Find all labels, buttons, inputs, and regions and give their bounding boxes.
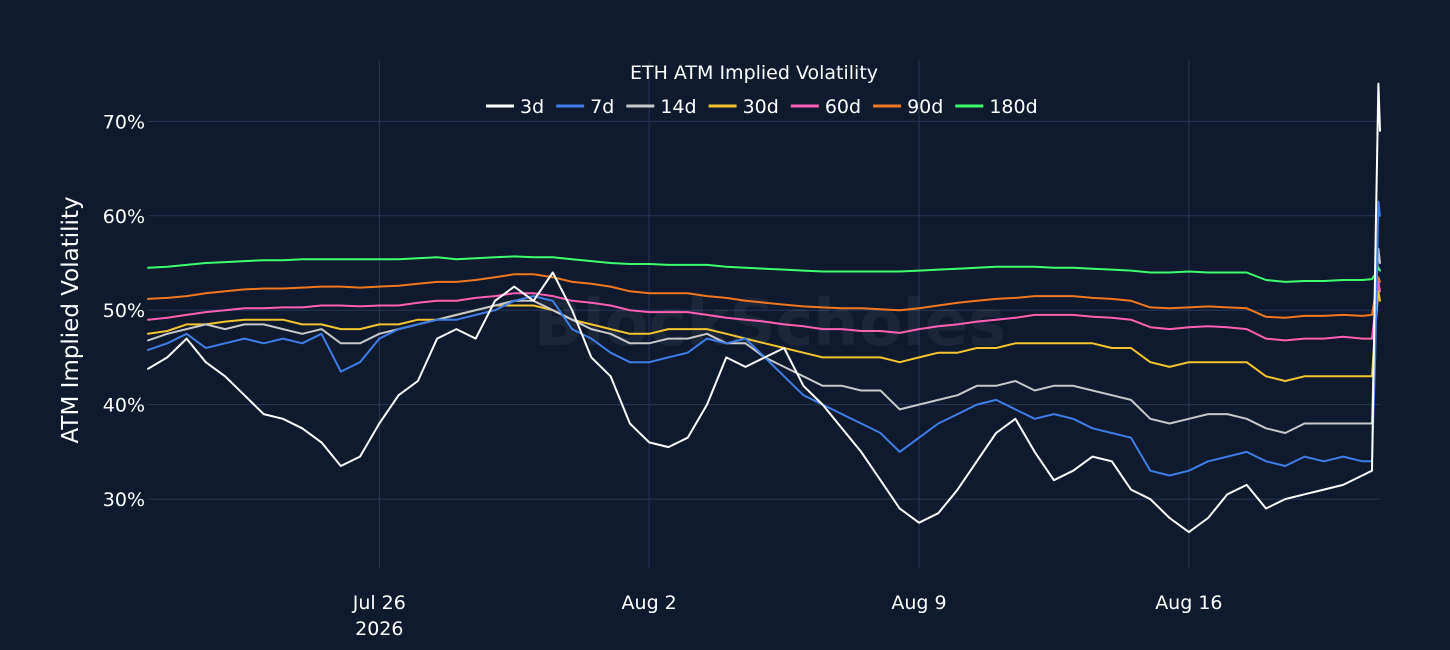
x-axis-ticks: Jul 26 2026 Aug 2 Aug 9 Aug 16 bbox=[352, 592, 1223, 640]
y-tick-label: 60% bbox=[103, 206, 145, 228]
x-tick-label: Jul 26 bbox=[352, 592, 406, 614]
legend-item-7d[interactable]: 7d bbox=[556, 96, 614, 118]
y-tick-label: 50% bbox=[103, 300, 145, 322]
y-axis-ticks: 30% 40% 50% 60% 70% bbox=[103, 111, 145, 511]
gridlines bbox=[148, 60, 1380, 568]
legend-label: 60d bbox=[825, 96, 861, 118]
watermark-text: BlockScholes bbox=[534, 287, 1006, 361]
series-line-180d bbox=[147, 255, 1381, 283]
y-tick-label: 70% bbox=[103, 111, 145, 133]
legend-label: 3d bbox=[520, 96, 544, 118]
series-lines bbox=[147, 82, 1381, 534]
legend-label: 30d bbox=[743, 96, 779, 118]
legend-item-30d[interactable]: 30d bbox=[708, 96, 779, 118]
chart-title: ETH ATM Implied Volatility bbox=[630, 62, 878, 84]
series-line-30d bbox=[147, 290, 1381, 382]
legend[interactable]: 3d 7d 14d 30d 60d 90d 180d bbox=[486, 96, 1038, 118]
legend-item-3d[interactable]: 3d bbox=[486, 96, 544, 118]
legend-label: 90d bbox=[907, 96, 943, 118]
x-tick-label: Aug 9 bbox=[891, 592, 946, 614]
series-line-90d bbox=[147, 273, 1381, 319]
x-tick-label: Aug 2 bbox=[622, 592, 677, 614]
x-tick-sublabel: 2026 bbox=[355, 618, 403, 640]
legend-item-60d[interactable]: 60d bbox=[790, 96, 861, 118]
x-tick-label: Aug 16 bbox=[1155, 592, 1222, 614]
legend-item-14d[interactable]: 14d bbox=[626, 96, 697, 118]
series-line-14d bbox=[147, 247, 1381, 434]
legend-label: 14d bbox=[660, 96, 696, 118]
y-tick-label: 40% bbox=[103, 395, 145, 417]
legend-label: 7d bbox=[590, 96, 614, 118]
y-tick-label: 30% bbox=[103, 489, 145, 511]
y-axis-title: ATM Implied Volatility bbox=[58, 196, 84, 443]
legend-item-180d[interactable]: 180d bbox=[955, 96, 1038, 118]
legend-item-90d[interactable]: 90d bbox=[873, 96, 943, 118]
series-line-60d bbox=[147, 280, 1381, 342]
series-line-3d bbox=[147, 82, 1381, 534]
legend-label: 180d bbox=[989, 96, 1037, 118]
series-line-7d bbox=[147, 200, 1381, 477]
